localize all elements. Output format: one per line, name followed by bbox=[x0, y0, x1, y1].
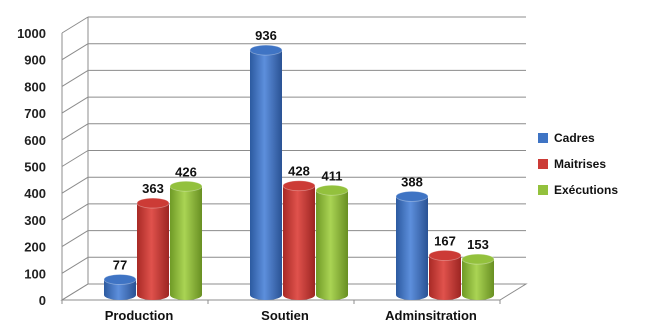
data-label: 388 bbox=[401, 174, 423, 189]
gridline-side bbox=[61, 176, 89, 194]
gridline-side bbox=[61, 123, 89, 141]
bar bbox=[103, 274, 137, 300]
gridline-side bbox=[61, 256, 89, 274]
data-label: 153 bbox=[467, 237, 489, 252]
legend-swatch bbox=[538, 185, 548, 195]
y-tick-label: 800 bbox=[24, 79, 46, 94]
legend-item: Exécutions bbox=[538, 183, 618, 197]
bar bbox=[169, 180, 203, 300]
x-tick-label: Adminsitration bbox=[385, 308, 477, 323]
bar-top bbox=[428, 250, 462, 261]
bar-top bbox=[395, 191, 429, 202]
gridline-side bbox=[61, 150, 89, 167]
bar-body bbox=[462, 259, 494, 300]
y-tick-label: 500 bbox=[24, 160, 46, 175]
gridline-side bbox=[61, 203, 89, 221]
bar-body bbox=[170, 186, 202, 300]
data-label: 426 bbox=[175, 164, 197, 179]
y-tick-label: 0 bbox=[39, 293, 46, 308]
bar bbox=[461, 253, 495, 300]
bar-body bbox=[316, 190, 348, 300]
data-label: 77 bbox=[113, 257, 127, 272]
legend-item: Cadres bbox=[538, 131, 595, 145]
legend-item: Maitrises bbox=[538, 157, 606, 171]
bar-top bbox=[282, 180, 316, 192]
gridline-side bbox=[61, 96, 89, 114]
bar-top bbox=[169, 180, 203, 192]
bar bbox=[395, 191, 429, 300]
bar-top bbox=[136, 197, 170, 209]
axes: 0 100 200 300 400 500 600 700 800 900 1000 Producti… bbox=[17, 17, 528, 323]
gridline-side bbox=[61, 69, 89, 87]
y-tick-label: 700 bbox=[24, 106, 46, 121]
bar-top bbox=[249, 44, 283, 56]
legend-swatch bbox=[538, 159, 548, 169]
bar-body bbox=[104, 279, 136, 300]
data-label: 167 bbox=[434, 233, 456, 248]
x-tick-label: Soutien bbox=[261, 308, 309, 323]
y-tick-label: 400 bbox=[24, 186, 46, 201]
bar-body bbox=[429, 255, 461, 300]
bar-body bbox=[396, 196, 428, 300]
x-tick-label: Production bbox=[105, 308, 174, 323]
bar bbox=[315, 184, 349, 300]
legend-label: Exécutions bbox=[554, 183, 618, 197]
legend-swatch bbox=[538, 133, 548, 143]
y-tick-label: 200 bbox=[24, 240, 46, 255]
bar-body bbox=[283, 185, 315, 300]
bar-top bbox=[461, 253, 495, 265]
bars bbox=[103, 44, 495, 301]
bar bbox=[249, 44, 283, 301]
y-tick-label: 1000 bbox=[17, 26, 46, 41]
bar-body bbox=[137, 203, 169, 300]
y-tick-label: 300 bbox=[24, 213, 46, 228]
bar bbox=[136, 197, 170, 300]
bar-top bbox=[315, 184, 349, 196]
data-labels: 77 363 426 936 428 411 388 167 153 bbox=[113, 28, 489, 272]
gridline-side bbox=[61, 16, 89, 34]
legend: Cadres Maitrises Exécutions bbox=[538, 131, 618, 197]
legend-label: Cadres bbox=[554, 131, 595, 145]
bar-body bbox=[250, 50, 282, 301]
y-tick-label: 100 bbox=[24, 266, 46, 281]
data-label: 428 bbox=[288, 164, 310, 179]
bar-top bbox=[103, 274, 137, 285]
y-tick-label: 900 bbox=[24, 53, 46, 68]
data-label: 411 bbox=[322, 168, 343, 183]
gridline-side bbox=[61, 43, 89, 61]
data-label: 363 bbox=[142, 181, 164, 196]
bar bbox=[282, 180, 316, 300]
legend-label: Maitrises bbox=[554, 157, 606, 171]
y-tick-label: 600 bbox=[24, 133, 46, 148]
gridline-side bbox=[61, 230, 89, 248]
bar bbox=[428, 250, 462, 300]
data-label: 936 bbox=[255, 28, 277, 43]
